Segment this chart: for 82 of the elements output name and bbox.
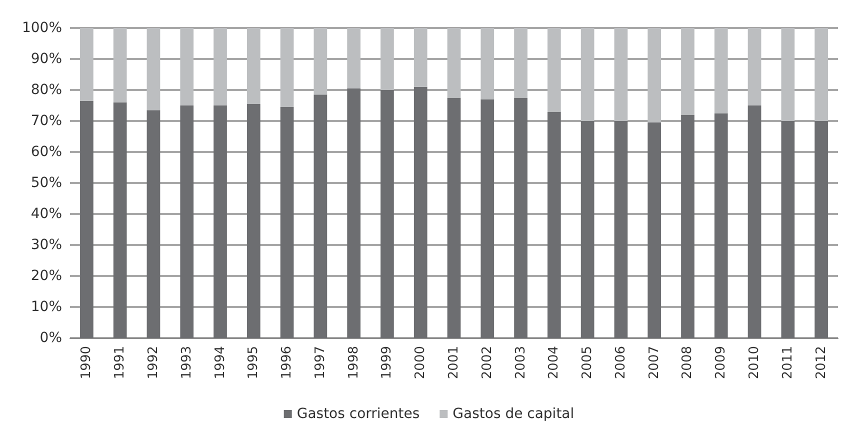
y-tick-label: 20%: [30, 268, 62, 284]
bar: [146, 28, 160, 110]
bar: [146, 110, 160, 338]
bar: [580, 28, 594, 121]
bar: [748, 106, 762, 338]
y-tick-label: 10%: [30, 299, 62, 315]
y-tick-label: 0%: [40, 330, 62, 346]
x-tick-label: 1993: [179, 346, 194, 380]
bar: [781, 28, 795, 121]
x-tick-label: 2001: [446, 346, 462, 380]
x-tick-label: 2006: [613, 346, 628, 380]
bar: [280, 28, 294, 108]
bar: [681, 114, 694, 338]
bar: [280, 107, 294, 338]
bar: [547, 28, 561, 112]
legend-label: Gastos de capital: [452, 406, 574, 422]
x-tick-label: 2007: [646, 346, 662, 380]
bar: [113, 28, 127, 102]
y-tick-label: 70%: [30, 113, 62, 129]
bar: [214, 106, 227, 338]
x-tick-label: 2011: [780, 346, 796, 380]
bar: [614, 28, 628, 121]
bar: [447, 98, 461, 338]
x-tick-label: 2012: [814, 346, 829, 380]
bar: [514, 98, 528, 338]
bar: [80, 100, 94, 338]
bar: [814, 121, 828, 338]
bar: [648, 28, 662, 123]
bar: [781, 121, 795, 338]
y-tick-label: 100%: [22, 20, 62, 36]
legend-label: Gastos corrientes: [296, 406, 420, 422]
x-tick-label: 1996: [280, 346, 295, 380]
bar: [514, 28, 528, 98]
bar: [681, 28, 694, 115]
bar: [246, 104, 260, 338]
x-tick-label: 1992: [146, 346, 161, 380]
y-tick-label: 40%: [30, 206, 62, 222]
bar: [414, 28, 428, 87]
x-tick-label: 1999: [380, 346, 395, 380]
bar: [480, 28, 494, 100]
bar: [714, 113, 728, 338]
x-tick-label: 2005: [580, 346, 596, 380]
y-tick-label: 50%: [30, 175, 62, 191]
bar: [748, 28, 762, 106]
bar: [314, 28, 328, 95]
x-tick-label: 1994: [212, 346, 228, 380]
bar: [347, 88, 361, 338]
bar: [580, 121, 594, 338]
x-tick-label: 1998: [346, 346, 362, 380]
bar: [246, 28, 260, 104]
bar: [80, 28, 94, 101]
x-tick-label: 2008: [680, 346, 696, 380]
bar: [113, 102, 127, 338]
bar: [380, 90, 394, 338]
bar: [414, 86, 428, 338]
bar: [648, 122, 662, 338]
x-tick-label: 2003: [513, 346, 528, 380]
x-tick-label: 2002: [480, 346, 495, 380]
x-tick-label: 2009: [714, 346, 729, 380]
y-tick-label: 60%: [30, 144, 62, 160]
x-tick-label: 1997: [312, 346, 328, 380]
bar: [714, 28, 728, 114]
x-tick-label: 2004: [546, 346, 562, 380]
bar: [547, 112, 561, 338]
bar: [314, 94, 328, 338]
y-tick-label: 90%: [30, 51, 62, 67]
bar: [814, 28, 828, 121]
bar: [214, 28, 227, 106]
x-tick-label: 1990: [79, 346, 94, 380]
bar: [180, 28, 194, 106]
bar: [180, 106, 194, 338]
bar: [614, 121, 628, 338]
bar: [480, 99, 494, 338]
bar: [380, 28, 394, 90]
x-tick-label: 1995: [246, 346, 262, 380]
x-tick-label: 1991: [112, 346, 128, 380]
y-tick-label: 30%: [30, 237, 62, 253]
bar: [447, 28, 461, 98]
x-tick-label: 2010: [747, 346, 762, 380]
bar: [347, 28, 361, 88]
y-tick-label: 80%: [30, 82, 62, 98]
x-tick-label: 2000: [413, 346, 428, 380]
